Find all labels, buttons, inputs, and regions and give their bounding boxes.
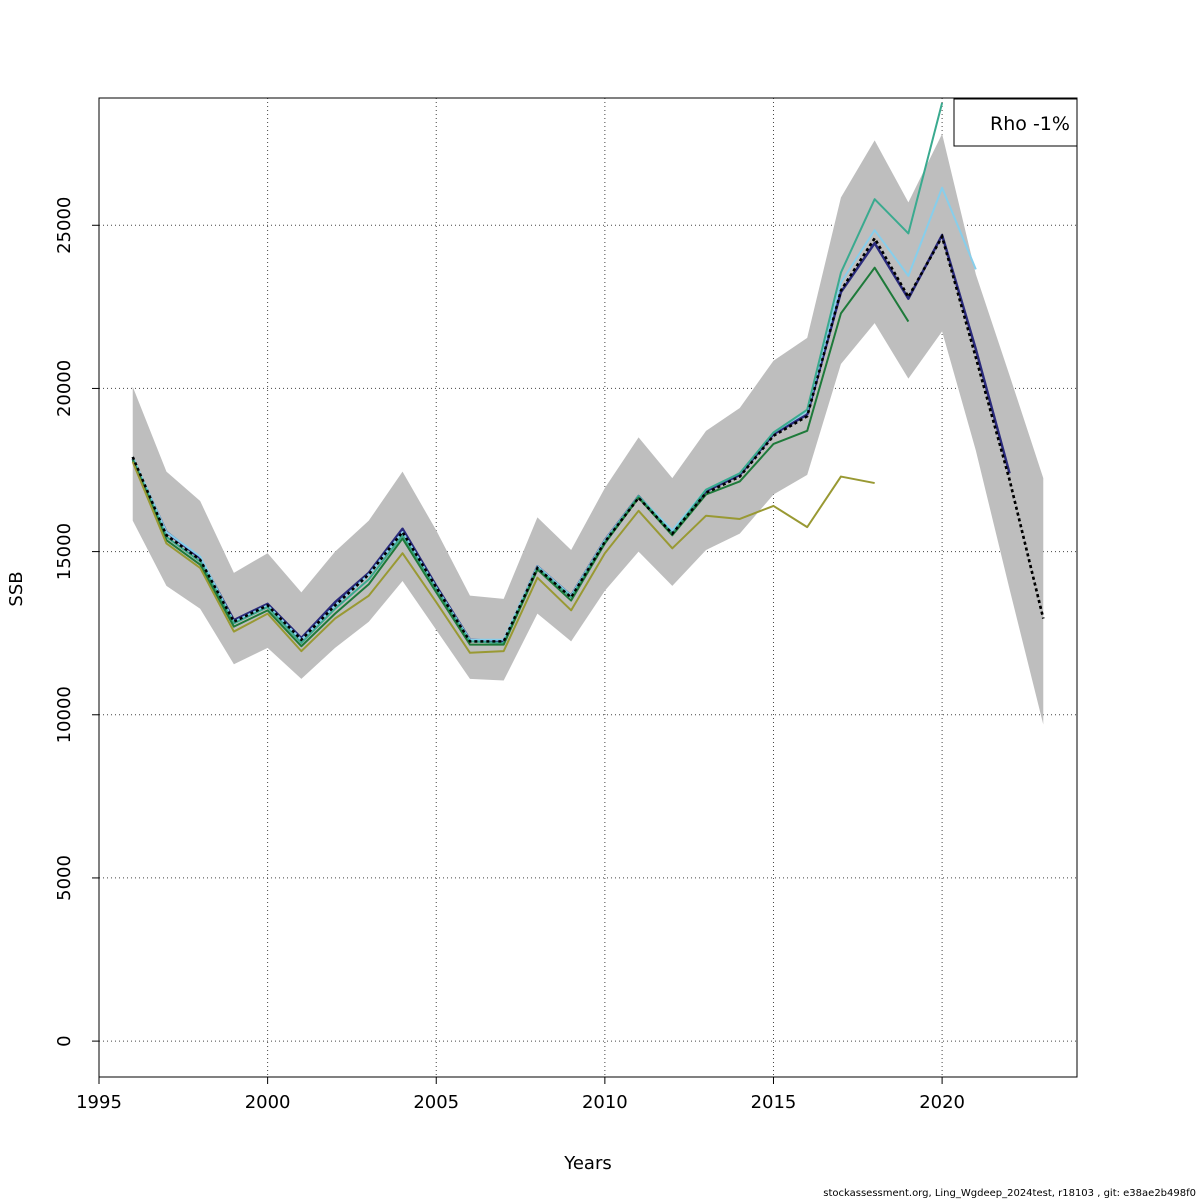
x-tick-label-2005: 2005 <box>413 1092 459 1113</box>
x-axis-label: Years <box>563 1153 612 1174</box>
footer-text: stockassessment.org, Ling_Wgdeep_2024tes… <box>823 1188 1196 1199</box>
legend-text: Rho -1% <box>990 113 1070 135</box>
y-tick-label-10000: 10000 <box>54 686 75 743</box>
y-tick-label-5000: 5000 <box>54 855 75 901</box>
x-tick-label-2010: 2010 <box>582 1092 628 1113</box>
y-tick-label-15000: 15000 <box>54 523 75 580</box>
confidence-band <box>132 133 1044 725</box>
axes: 1995 2000 2005 2010 2015 2020 0 5000 10000 15000 2… <box>54 97 1078 1113</box>
x-tick-label-1995: 1995 <box>76 1092 122 1113</box>
series-layer <box>131 102 1045 654</box>
plot-border <box>98 97 1078 1078</box>
x-tick-label-2020: 2020 <box>919 1092 965 1113</box>
series-line-1-overlay <box>131 233 1045 643</box>
y-tick-label-25000: 25000 <box>54 197 75 254</box>
x-tick-label-2015: 2015 <box>751 1092 797 1113</box>
series-line-6 <box>131 461 875 654</box>
y-axis-label: SSB <box>6 571 27 606</box>
confidence-band-layer <box>132 133 1044 725</box>
legend: Rho -1% <box>953 98 1078 147</box>
x-tick-label-2000: 2000 <box>245 1092 291 1113</box>
y-tick-label-20000: 20000 <box>54 360 75 417</box>
y-tick-label-0: 0 <box>54 1035 75 1046</box>
legend-box <box>953 98 1078 147</box>
